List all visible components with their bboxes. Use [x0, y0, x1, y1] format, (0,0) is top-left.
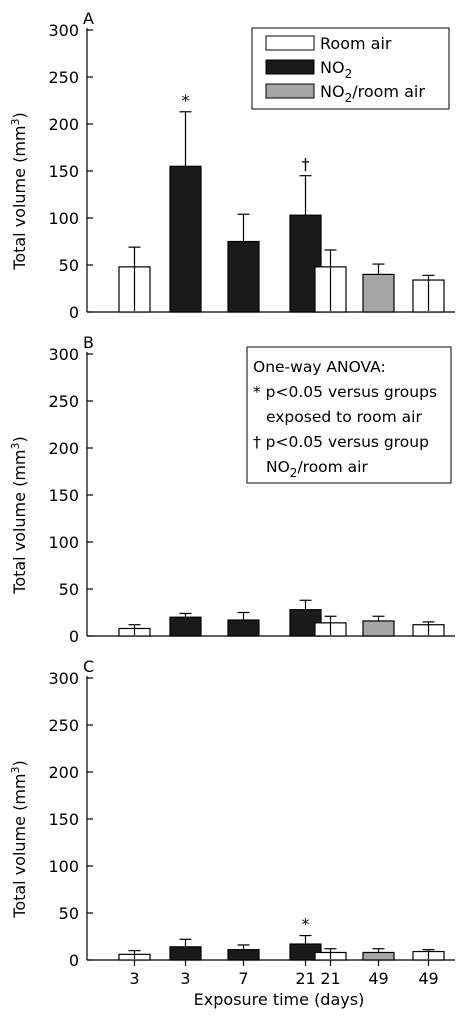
anova-frame: [246, 346, 452, 484]
panel-b-ytick-label-100: 100: [48, 533, 79, 552]
legend-swatch-room-air: [265, 35, 315, 51]
panel-c-bar-1: [169, 946, 202, 961]
legend: Room air NO2 NO2/room air: [251, 27, 450, 110]
y-title-sup: 3: [9, 119, 22, 126]
y-title-sup: 3: [9, 767, 22, 774]
y-title-sup: 3: [9, 443, 22, 450]
legend-label-room-air: Room air: [320, 34, 392, 53]
legend-label-no2-sub: 2: [345, 67, 353, 81]
panel-c-xtick-label-4: 21: [320, 969, 340, 988]
panel-c-xtick-label-1: 3: [180, 969, 190, 988]
panel-c-xtick-label-5: 49: [368, 969, 388, 988]
legend-label-no2-room-air-sub: 2: [345, 91, 353, 105]
panel-c-annotation-3: *: [302, 915, 310, 934]
panel-c-letter: C: [83, 657, 94, 676]
anova-line-1: * p<0.05 versus groups: [253, 383, 437, 401]
legend-item-no2: NO2: [265, 58, 352, 81]
legend-item-room-air: Room air: [265, 34, 392, 53]
x-axis-title: Exposure time (days): [194, 990, 365, 1009]
panel-c-bar-2: [227, 949, 260, 961]
panel-b-y-axis-title: Total volume (mm3): [9, 436, 29, 594]
panel-a-ytick-label-150: 150: [48, 162, 79, 181]
panel-b-letter: B: [83, 333, 94, 352]
panel-c-ytick-label-50: 50: [59, 904, 79, 923]
panel-b-ytick-label-50: 50: [59, 580, 79, 599]
anova-title: One-way ANOVA:: [253, 358, 386, 376]
legend-swatch-no2-room-air: [265, 83, 315, 99]
panel-a-letter: A: [83, 9, 94, 28]
panel-c-ytick-label-300: 300: [48, 669, 79, 688]
y-title-main: Total volume (mm: [10, 774, 29, 919]
anova-line-4-b: /room air: [297, 458, 368, 476]
panel-a-annotation-3: †: [302, 155, 310, 174]
panel-a-bar-5: [362, 273, 395, 313]
y-title-close: ): [10, 112, 29, 118]
y-title-main: Total volume (mm: [10, 450, 29, 595]
anova-note: One-way ANOVA: * p<0.05 versus groups ex…: [246, 346, 452, 484]
legend-label-no2-main: NO: [320, 58, 345, 77]
panel-c-ytick-label-100: 100: [48, 857, 79, 876]
panel-a-ytick-label-300: 300: [48, 21, 79, 40]
legend-swatch-no2: [265, 59, 315, 75]
y-title-main: Total volume (mm: [10, 126, 29, 271]
panel-a-ytick-label-100: 100: [48, 209, 79, 228]
panel-c-xtick-label-3: 21: [295, 969, 315, 988]
y-title-close: ): [10, 760, 29, 766]
anova-line-4-sub: 2: [290, 466, 298, 480]
panel-b-ytick-label-0: 0: [69, 627, 79, 646]
legend-label-no2: NO2: [320, 58, 352, 81]
panel-c-bar-5: [362, 951, 395, 961]
legend-label-no2-room-air-tail: /room air: [352, 82, 425, 101]
anova-line-4: NO2/room air: [266, 458, 368, 480]
panel-a-bar-1: [169, 165, 202, 313]
panel-c-y-axis-title: Total volume (mm3): [9, 760, 29, 918]
anova-line-3: † p<0.05 versus group: [253, 433, 429, 451]
panel-b-bar-1: [169, 616, 202, 637]
panel-b-ytick-label-200: 200: [48, 439, 79, 458]
panel-b-ytick-label-300: 300: [48, 345, 79, 364]
legend-label-no2-room-air-main: NO: [320, 82, 345, 101]
panel-a-ytick-label-50: 50: [59, 256, 79, 275]
panel-b-bar-5: [362, 620, 395, 637]
panel-b-bar-2: [227, 619, 260, 637]
panel-c-ytick-label-250: 250: [48, 716, 79, 735]
panel-a-bar-2: [227, 240, 260, 313]
anova-line-2: exposed to room air: [266, 408, 422, 426]
anova-line-4-a: NO: [266, 458, 290, 476]
panel-a-y-axis-title: Total volume (mm3): [9, 112, 29, 270]
legend-item-no2-room-air: NO2/room air: [265, 82, 425, 105]
panel-a-ytick-label-250: 250: [48, 68, 79, 87]
panel-a-ytick-label-200: 200: [48, 115, 79, 134]
legend-label-no2-room-air: NO2/room air: [320, 82, 425, 105]
panel-c-xtick-label-6: 49: [418, 969, 438, 988]
y-title-close: ): [10, 436, 29, 442]
panel-c-ytick-label-0: 0: [69, 951, 79, 970]
panel-a-ytick-label-0: 0: [69, 303, 79, 322]
panel-a-annotation-1: *: [182, 91, 190, 110]
panel-c-xtick-label-2: 7: [238, 969, 248, 988]
panel-c-ytick-label-150: 150: [48, 810, 79, 829]
panel-c-xtick-label-0: 3: [129, 969, 139, 988]
panel-c-ytick-label-200: 200: [48, 763, 79, 782]
panel-b-ytick-label-250: 250: [48, 392, 79, 411]
panel-b-ytick-label-150: 150: [48, 486, 79, 505]
